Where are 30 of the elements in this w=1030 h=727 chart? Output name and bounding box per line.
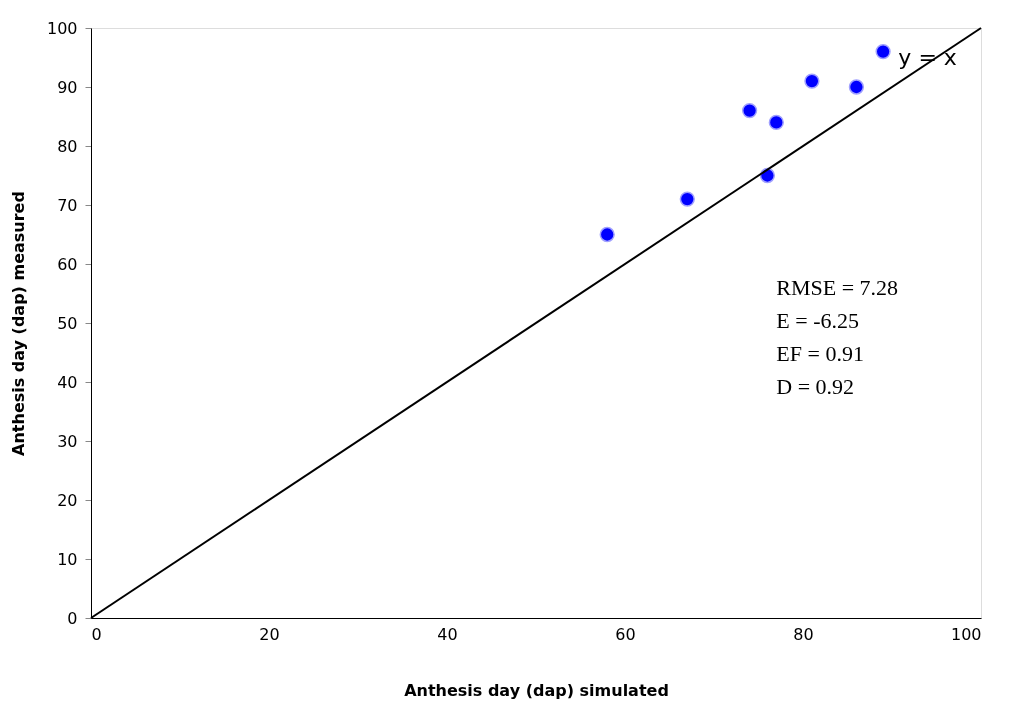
point [804, 73, 820, 89]
y-tick-label: 60 [57, 254, 78, 274]
annotation: D = 0.92 [776, 373, 855, 399]
y-tick-label: 80 [57, 136, 78, 156]
point [741, 102, 758, 119]
annotation: EF = 0.91 [776, 340, 864, 366]
x-tick-label: 20 [259, 624, 280, 644]
point [599, 226, 615, 243]
point [768, 114, 784, 131]
y-tick-label: 100 [46, 18, 78, 38]
y-axis-title: Anthesis day (dap) measured [8, 191, 28, 456]
point [848, 79, 865, 95]
y-tick-label: 40 [57, 372, 78, 392]
x-tick-label: 0 [91, 624, 102, 644]
point [875, 43, 891, 60]
x-axis-title: Anthesis day (dap) simulated [404, 680, 669, 700]
y-tick-label: 90 [57, 77, 78, 97]
y-tick-label: 20 [57, 490, 78, 510]
x-tick-label: 80 [793, 624, 814, 644]
y-tick-label: 30 [57, 431, 78, 451]
y-tick-label: 10 [57, 549, 78, 569]
x-tick-label: 60 [615, 624, 636, 644]
x-tick-label: 100 [950, 624, 982, 644]
annotation: RMSE = 7.28 [776, 274, 899, 300]
x-tick-label: 40 [437, 624, 458, 644]
y-tick-label: 0 [67, 608, 78, 628]
point [679, 191, 695, 207]
annotation: E = -6.25 [776, 307, 859, 333]
y-tick-label: 70 [57, 195, 78, 215]
y-tick-label: 50 [57, 313, 78, 333]
